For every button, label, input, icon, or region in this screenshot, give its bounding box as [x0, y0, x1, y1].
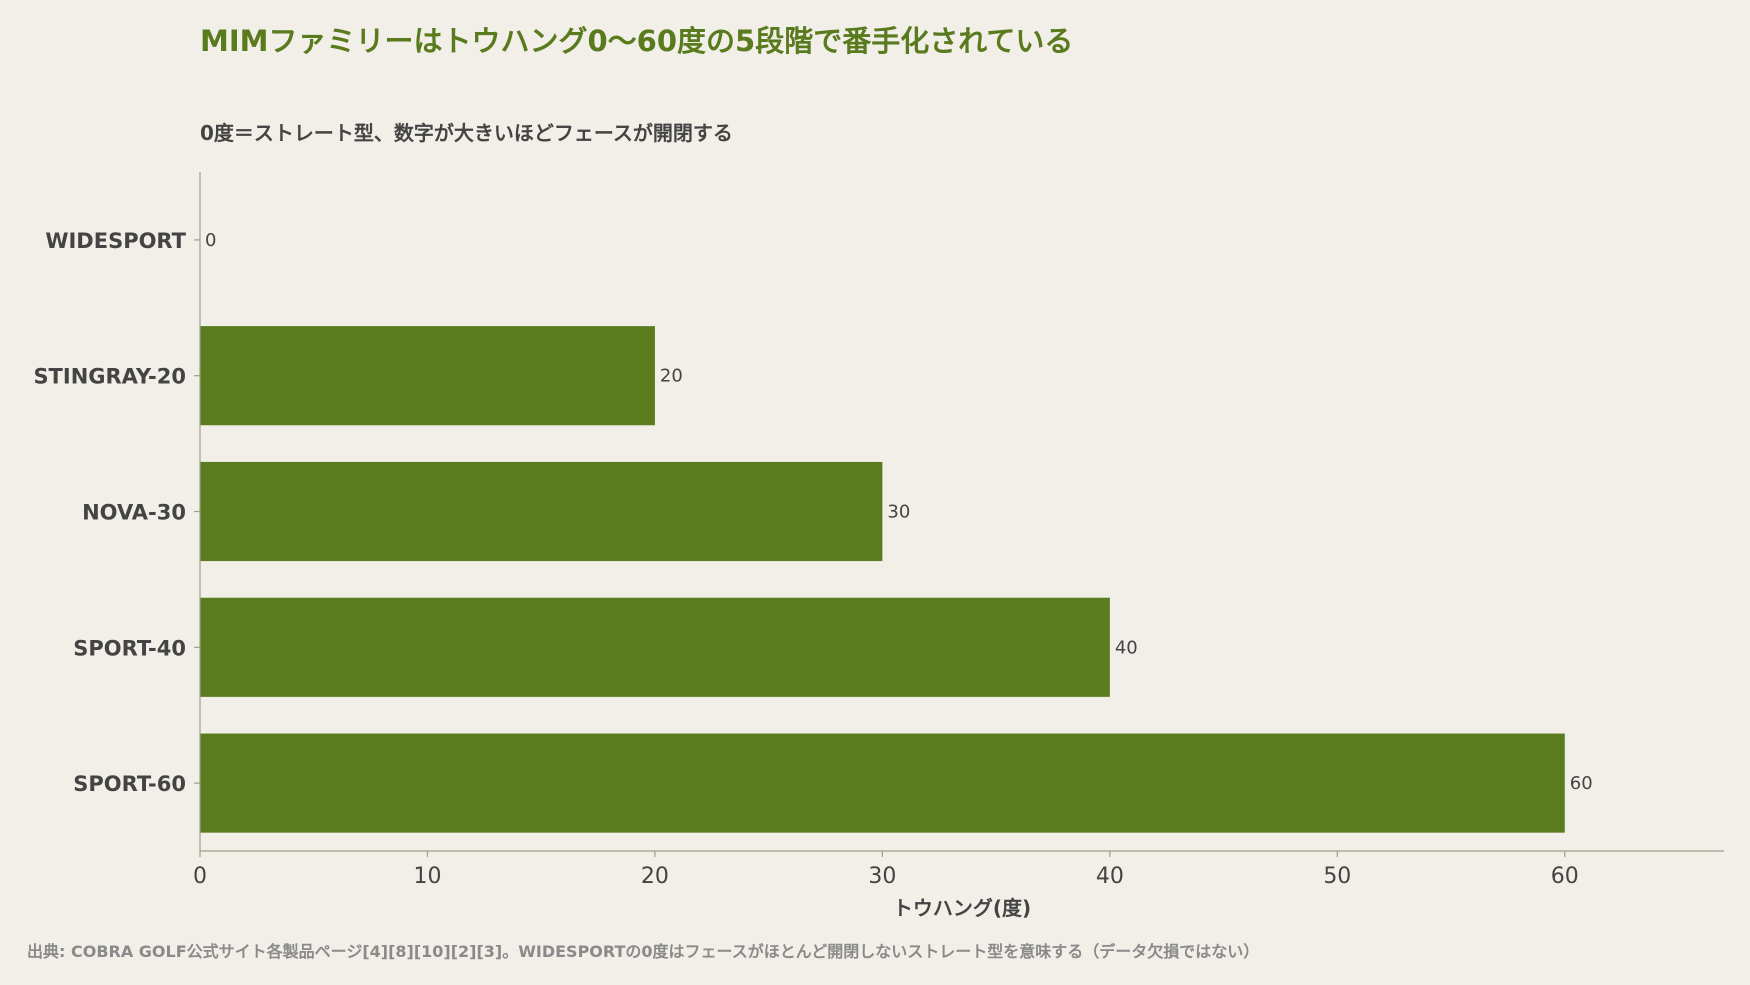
x-tick-label: 20: [641, 864, 669, 889]
x-axis-title: トウハング(度): [893, 896, 1031, 920]
value-label: 0: [205, 230, 216, 251]
bar-sport-60: [200, 733, 1565, 833]
x-tick-label: 30: [868, 864, 896, 889]
value-label: 40: [1115, 637, 1138, 658]
bar-nova-30: [200, 461, 883, 562]
bars-layer: [200, 326, 1565, 833]
bar-stingray-20: [200, 326, 655, 426]
x-tick-label: 10: [413, 864, 441, 889]
bar-sport-40: [200, 597, 1110, 697]
value-label: 30: [887, 502, 910, 523]
source-note: 出典: COBRA GOLF公式サイト各製品ページ[4][8][10][2][3…: [27, 942, 1260, 961]
chart-subtitle: 0度＝ストレート型、数字が大きいほどフェースが開閉する: [200, 121, 733, 145]
value-label: 60: [1570, 773, 1593, 794]
x-tick-label: 60: [1551, 864, 1579, 889]
x-ticks-layer: 0 10 20 30 40 50 60: [193, 851, 1579, 889]
value-label: 20: [660, 366, 683, 387]
category-label: STINGRAY-20: [33, 365, 186, 389]
category-label: WIDESPORT: [45, 229, 186, 253]
category-label: SPORT-40: [73, 636, 186, 660]
labels-layer: WIDESPORT 0 STINGRAY-20 20 NOVA-30 30 SPORT-40…: [33, 229, 1592, 796]
x-tick-label: 50: [1323, 864, 1351, 889]
category-label: NOVA-30: [82, 501, 186, 525]
chart-title: MIMファミリーはトウハング0〜60度の5段階で番手化されている: [200, 24, 1074, 58]
category-label: SPORT-60: [73, 772, 186, 796]
x-tick-label: 0: [193, 864, 207, 889]
x-tick-label: 40: [1096, 864, 1124, 889]
